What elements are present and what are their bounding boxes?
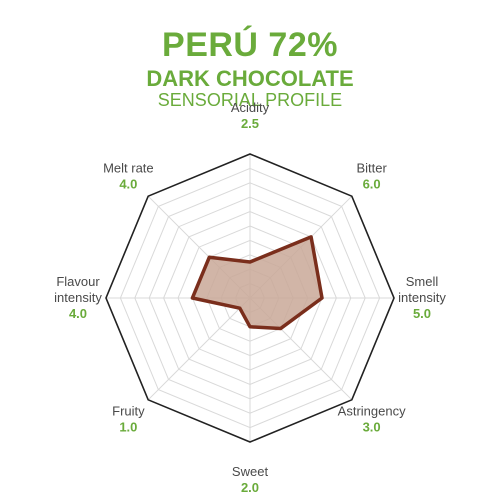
axis-name-label: Bitter — [356, 160, 387, 175]
axis-value-label: 1.0 — [119, 420, 137, 435]
axis-value-label: 4.0 — [69, 306, 87, 321]
axis-name-label: Fruity — [112, 404, 145, 419]
axis-name-label: Sweet — [232, 464, 269, 479]
data-area — [190, 235, 324, 331]
axis-value-label: 4.0 — [119, 176, 137, 191]
page-title: PERÚ 72% — [162, 26, 338, 64]
page-subtitle-secondary: SENSORIAL PROFILE — [157, 90, 343, 110]
outer-frame — [105, 153, 395, 443]
axis-name-label: Melt rate — [103, 160, 154, 175]
axis-value-label: 3.0 — [363, 420, 381, 435]
axis-spoke — [147, 297, 251, 401]
axis-value-label: 5.0 — [413, 306, 431, 321]
axis-value-label: 2.5 — [241, 116, 259, 131]
axis-name-label: Astringency — [338, 404, 406, 419]
page-subtitle: DARK CHOCOLATE — [146, 66, 354, 91]
axis-name-label: intensity — [54, 290, 102, 305]
axis-name-label: Acidity — [231, 100, 270, 115]
axis-name-label: Smell — [406, 274, 439, 289]
axis-name-label: intensity — [398, 290, 446, 305]
axis-value-label: 6.0 — [363, 176, 381, 191]
axis-value-label: 2.0 — [241, 480, 259, 495]
axis-name-label: Flavour — [56, 274, 100, 289]
